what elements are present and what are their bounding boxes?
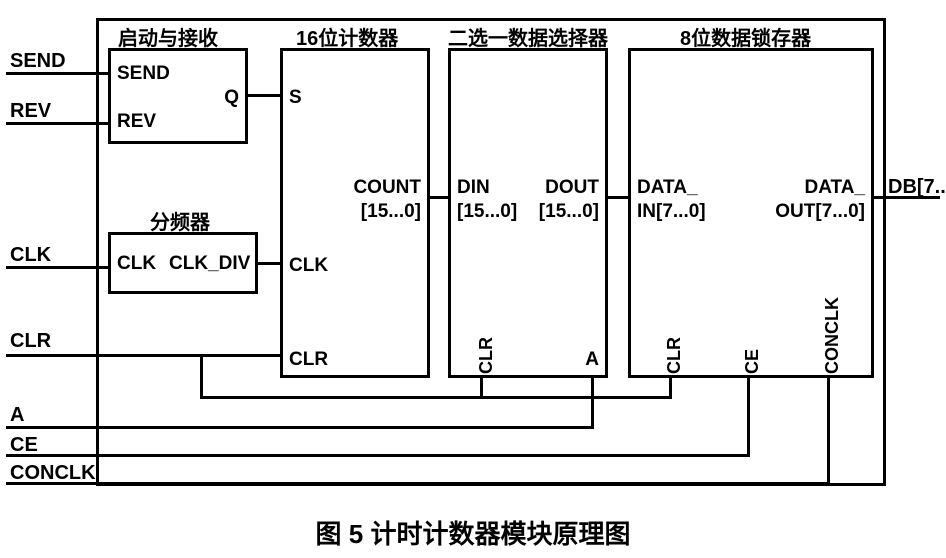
port-latch-dout2: OUT[7...0] <box>775 201 865 223</box>
port-latch-din: DATA_ <box>637 177 698 199</box>
title-mux: 二选一数据选择器 <box>448 22 608 51</box>
ext-rev: REV <box>10 100 51 123</box>
wire-ce-drop <box>747 378 750 457</box>
wire-dataout-db <box>874 196 940 199</box>
ext-send: SEND <box>10 50 66 73</box>
port-mux-din: DIN <box>457 177 490 199</box>
title-start-recv: 启动与接收 <box>118 22 218 51</box>
wire-conclk-ext <box>6 482 96 485</box>
wire-clk <box>6 266 108 269</box>
wire-clr-mux-drop <box>480 378 483 399</box>
title-counter: 16位计数器 <box>296 22 398 51</box>
block-counter: S COUNT [15...0] CLK CLR <box>280 48 430 378</box>
port-rev: REV <box>117 111 156 133</box>
port-cnt-s: S <box>289 87 302 109</box>
port-latch-din2: IN[7...0] <box>637 201 706 223</box>
wire-a-ext <box>6 426 96 429</box>
wire-conclk-drop <box>827 378 830 485</box>
port-cnt-clr: CLR <box>289 349 328 371</box>
port-cnt-count2: [15...0] <box>361 201 421 223</box>
diagram-canvas: 启动与接收 16位计数器 二选一数据选择器 8位数据锁存器 分频器 SEND R… <box>0 0 946 558</box>
port-latch-ce: CE <box>742 349 763 374</box>
port-cnt-clk: CLK <box>289 255 328 277</box>
port-mux-din2: [15...0] <box>457 201 517 223</box>
wire-q-s <box>248 94 280 97</box>
port-latch-conclk: CONCLK <box>822 297 843 374</box>
wire-send <box>6 72 108 75</box>
ext-clr: CLR <box>10 330 51 353</box>
port-cnt-count: COUNT <box>353 177 421 199</box>
port-mux-a: A <box>585 349 599 371</box>
port-div-clk: CLK <box>117 253 156 275</box>
wire-ce-ext <box>6 454 96 457</box>
block-start-recv: SEND REV Q <box>108 48 248 144</box>
port-latch-dout: DATA_ <box>804 177 865 199</box>
wire-clr-split-down <box>200 354 203 399</box>
port-latch-clr: CLR <box>664 337 685 374</box>
wire-ce-bus <box>96 454 747 457</box>
wire-clr-latch-drop <box>669 378 672 399</box>
port-q: Q <box>224 87 239 109</box>
title-divider: 分频器 <box>150 206 210 235</box>
figure-caption: 图 5 计时计数器模块原理图 <box>0 514 946 551</box>
block-mux: DIN [15...0] DOUT [15...0] A <box>448 48 608 378</box>
wire-clr-in <box>96 354 280 357</box>
wire-rev <box>6 122 108 125</box>
wire-a-bus <box>96 426 594 429</box>
port-mux-dout: DOUT <box>545 177 599 199</box>
wire-dout-datain <box>608 196 628 199</box>
port-mux-dout2: [15...0] <box>539 201 599 223</box>
wire-clr-bus <box>200 396 672 399</box>
wire-clr-ext <box>6 354 96 357</box>
title-latch: 8位数据锁存器 <box>680 22 811 51</box>
block-divider: CLK CLK_DIV <box>108 232 258 294</box>
ext-a: A <box>10 404 24 427</box>
port-send: SEND <box>117 63 170 85</box>
wire-a-drop <box>591 378 594 429</box>
wire-clkdiv-clk <box>258 262 280 265</box>
wire-count-din <box>430 196 448 199</box>
port-div-clkdiv: CLK_DIV <box>169 253 250 275</box>
wire-conclk-bus <box>96 482 830 485</box>
ext-clk: CLK <box>10 244 51 267</box>
port-mux-clr: CLR <box>476 337 497 374</box>
